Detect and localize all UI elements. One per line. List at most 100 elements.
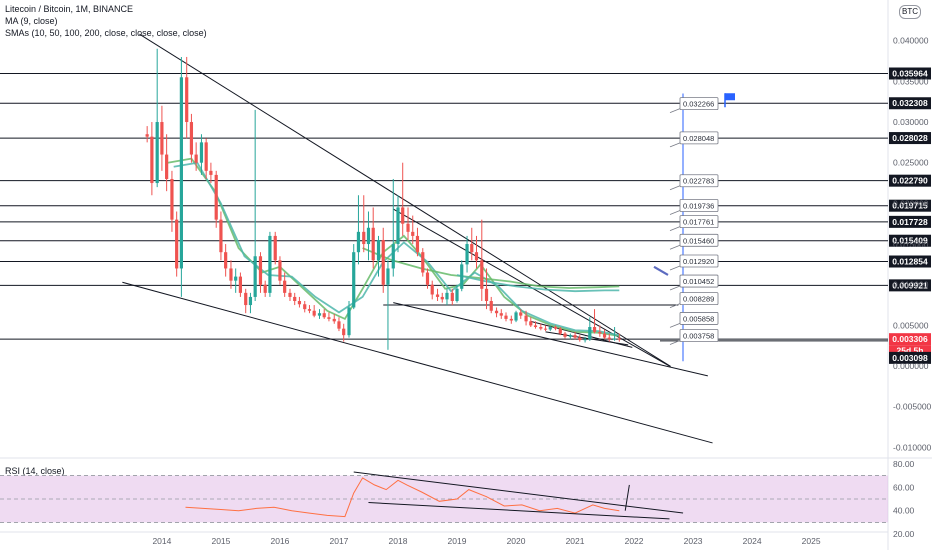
currency-badge[interactable]: BTC <box>899 5 921 19</box>
level-price-box <box>889 333 931 346</box>
candle-body <box>332 318 336 322</box>
fib-level-label: 0.022783 <box>683 177 714 186</box>
candle-body <box>435 294 440 297</box>
level-price-box <box>889 97 931 110</box>
candle-body <box>273 235 277 261</box>
rsi-y-tick-label: 20.00 <box>893 529 915 539</box>
flag-icon <box>725 93 735 101</box>
candle-body <box>204 142 208 171</box>
candle-body <box>224 252 228 269</box>
candle-body <box>268 235 272 293</box>
y-tick-label: 0.015000 <box>893 239 929 249</box>
ma-legend[interactable]: MA (9, close) <box>5 16 58 26</box>
level-price-box <box>889 255 931 268</box>
trendline <box>122 281 713 444</box>
candle-body <box>474 252 479 261</box>
level-price-label: 0.009921 <box>892 280 928 290</box>
fib-level-box <box>679 199 719 212</box>
y-tick-label: -0.010000 <box>893 442 932 452</box>
candle-body <box>592 327 597 332</box>
fib-level-box <box>679 233 719 247</box>
candle-body <box>185 77 189 123</box>
level-price-box <box>889 234 931 247</box>
candle-body <box>583 339 587 341</box>
candle-body <box>607 337 611 340</box>
candle-body <box>352 252 356 308</box>
horizontal-levels: 0.035964 0.032308 0.028028 0.022790 0.019715… <box>0 67 931 364</box>
axes: 0.040000 0.035000 0.030000 0.025000 0.020000… <box>152 36 931 546</box>
candles <box>145 48 621 350</box>
fib-level-box <box>679 329 719 342</box>
x-tick-label: 2022 <box>625 536 644 546</box>
fib-connector <box>669 285 681 291</box>
candle-body <box>327 317 331 319</box>
x-tick-label: 2021 <box>566 536 585 546</box>
candle-body <box>578 337 582 341</box>
candle-body <box>484 288 489 301</box>
y-tick-label: 0.040000 <box>893 36 929 46</box>
candle-body <box>170 178 174 220</box>
candle-body <box>548 327 552 330</box>
candle-body <box>450 292 454 301</box>
rsi-y-tick-label: 60.00 <box>893 482 915 492</box>
candle-body <box>489 300 493 311</box>
candle-body <box>199 142 204 163</box>
candle-body <box>322 313 326 318</box>
level-price-box <box>889 215 931 228</box>
candle-body <box>347 307 351 336</box>
fib-level-label: 0.003758 <box>683 332 714 341</box>
fib-connector <box>669 244 681 250</box>
candle-body <box>573 335 577 338</box>
candle-body <box>480 260 484 289</box>
fib-level-label: 0.017761 <box>683 218 714 227</box>
x-tick-label: 2018 <box>389 536 408 546</box>
fib-level-box <box>679 131 719 145</box>
fib-extension: 0.032266 0.028048 0.022783 0.019736 0.017761… <box>653 93 735 362</box>
fib-level-box <box>679 174 719 188</box>
candle-body <box>366 227 371 245</box>
candle-body <box>229 268 233 281</box>
rsi-trendline <box>353 471 684 514</box>
fib-level-box <box>679 292 719 306</box>
candle-body <box>440 296 444 300</box>
candle-body <box>307 309 312 311</box>
candle-body <box>396 207 400 245</box>
y-tick-label: -0.005000 <box>893 402 932 412</box>
countdown-label: 25d 5h <box>897 346 924 356</box>
y-tick-label: 0.035000 <box>893 76 929 86</box>
candle-body <box>371 227 375 261</box>
rsi-legend[interactable]: RSI (14, close) <box>5 466 65 476</box>
candle-body <box>376 239 381 261</box>
trendline <box>545 331 629 346</box>
candle-body <box>381 239 385 285</box>
smas-legend[interactable]: SMAs (10, 50, 100, 200, close, close, cl… <box>5 28 207 38</box>
candle-body <box>356 231 361 253</box>
candle-body <box>563 333 567 337</box>
candle-body <box>470 244 474 253</box>
x-tick-label: 2017 <box>330 536 349 546</box>
candle-body <box>558 328 562 334</box>
fib-connector <box>669 108 681 113</box>
candle-body <box>248 296 253 306</box>
candle-body <box>386 268 390 285</box>
candle-body <box>425 272 430 285</box>
candle-body <box>430 284 434 295</box>
fib-level-box <box>679 312 719 325</box>
candle-body <box>160 122 164 155</box>
sma-line <box>173 161 620 337</box>
fib-level-label: 0.015460 <box>683 236 714 245</box>
y-tick-label: 0.030000 <box>893 117 929 127</box>
candle-body <box>179 77 183 269</box>
candle-body <box>258 256 263 285</box>
candle-body <box>445 292 449 300</box>
candle-body <box>411 231 415 236</box>
candle-body <box>342 328 346 336</box>
support-level-box <box>889 351 931 364</box>
level-price-label: 0.003306 <box>892 334 928 344</box>
level-price-label: 0.015409 <box>892 236 928 246</box>
fib-level-label: 0.028048 <box>683 134 714 143</box>
candle-body <box>194 154 198 163</box>
rsi-line <box>185 477 620 518</box>
